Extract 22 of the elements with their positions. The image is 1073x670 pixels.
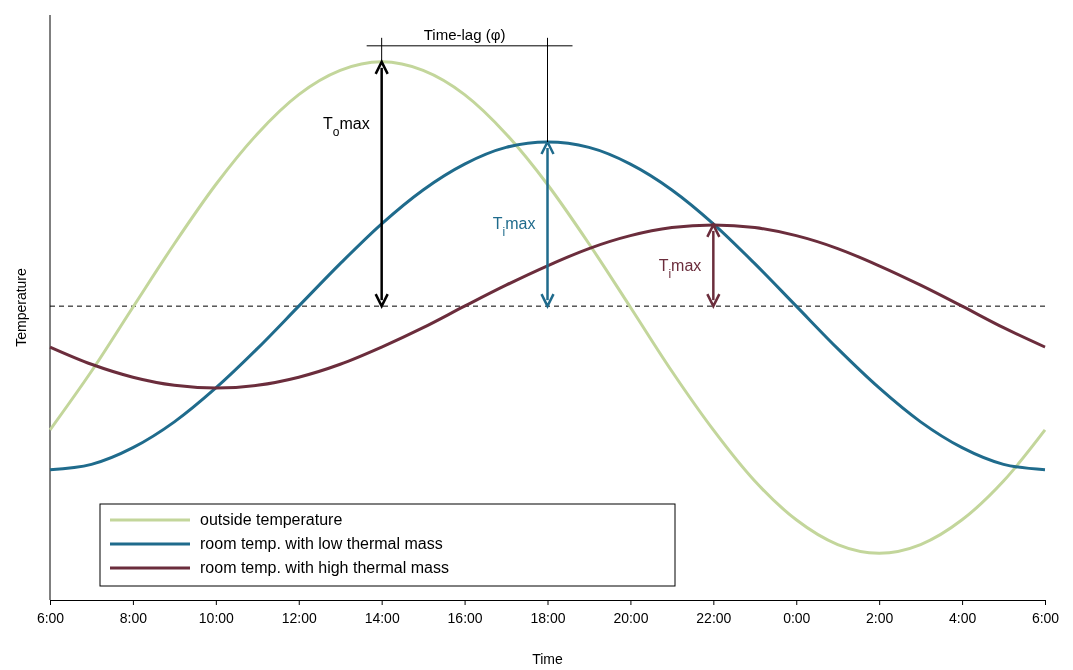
x-tick-label: 12:00 [281, 610, 317, 627]
x-tick-label: 2:00 [866, 610, 894, 627]
x-tick-label: 8:00 [119, 610, 148, 627]
x-tick-label: 10:00 [198, 610, 235, 627]
annotation: T$_{i}$max [492, 215, 536, 240]
x-tick-label: 16:00 [447, 610, 483, 627]
x-tick-label: 6:00 [1031, 610, 1060, 627]
x-tick-label: 4:00 [948, 610, 977, 627]
x-tick-label: 0:00 [783, 610, 811, 627]
x-tick-label: 6:00 [36, 610, 65, 627]
legend-label: outside temperature [200, 511, 343, 528]
y-axis-title: Temperature [13, 267, 29, 347]
text: Time-lag (φ) [423, 25, 506, 43]
x-tick-label: 18:00 [530, 610, 566, 627]
legend-label: room temp. with low thermal mass [200, 535, 443, 552]
x-axis-title: Time [532, 651, 564, 667]
annotation: T$_{o}$max [322, 114, 370, 139]
x-tick-label: 14:00 [364, 610, 400, 627]
legend-label: room temp. with high thermal mass [200, 559, 449, 576]
annotation: T$_{i}$max [658, 256, 702, 281]
x-tick-label: 22:00 [696, 610, 732, 627]
x-tick-label: 20:00 [613, 610, 649, 627]
